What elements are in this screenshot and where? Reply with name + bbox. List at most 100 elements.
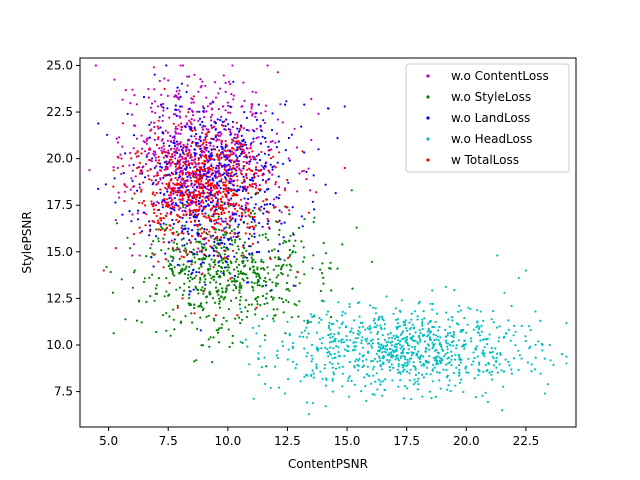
data-point	[246, 226, 249, 229]
data-point	[237, 143, 240, 146]
data-point	[125, 185, 128, 188]
data-point	[227, 169, 230, 172]
data-point	[472, 360, 475, 363]
data-point	[340, 323, 343, 326]
data-point	[264, 137, 267, 140]
data-point	[380, 351, 384, 354]
data-point	[224, 146, 227, 149]
data-point	[520, 324, 523, 327]
data-point	[180, 128, 183, 131]
data-point	[240, 318, 244, 321]
data-point	[303, 103, 306, 106]
data-point	[422, 364, 426, 367]
data-point	[272, 317, 275, 320]
data-point	[401, 338, 404, 341]
data-point	[165, 202, 168, 205]
data-point	[406, 361, 409, 364]
data-point	[227, 111, 230, 114]
data-point	[199, 276, 202, 280]
data-point	[203, 165, 206, 168]
data-point	[184, 203, 187, 206]
data-point	[193, 148, 196, 151]
data-point	[208, 175, 211, 178]
data-point	[253, 282, 256, 285]
data-point	[251, 215, 254, 219]
data-point	[162, 142, 165, 145]
data-point	[138, 201, 141, 204]
data-point	[233, 228, 236, 231]
data-point	[163, 193, 166, 196]
data-point	[112, 332, 115, 335]
data-point	[231, 211, 234, 214]
data-point	[154, 204, 157, 207]
data-point	[395, 348, 398, 351]
data-point	[205, 133, 208, 136]
data-point	[248, 151, 251, 154]
data-point	[501, 409, 504, 412]
data-point	[280, 211, 283, 214]
data-point	[189, 241, 192, 244]
data-point	[209, 201, 212, 204]
data-point	[163, 168, 166, 171]
data-point	[451, 319, 454, 322]
data-point	[392, 312, 395, 315]
data-point	[215, 164, 218, 167]
data-point	[257, 153, 260, 156]
data-point	[241, 341, 244, 344]
data-point	[181, 157, 184, 160]
data-point	[147, 148, 151, 151]
data-point	[209, 245, 212, 248]
data-point	[197, 199, 200, 203]
data-point	[273, 206, 276, 209]
data-point	[182, 263, 185, 266]
data-point	[151, 205, 154, 208]
data-point	[213, 210, 216, 213]
data-point	[206, 175, 209, 178]
data-point	[379, 380, 382, 383]
data-point	[218, 228, 221, 231]
data-point	[242, 220, 245, 224]
data-point	[114, 219, 117, 222]
data-point	[248, 232, 251, 236]
data-point	[373, 326, 376, 329]
data-point	[459, 330, 462, 333]
data-point	[183, 224, 186, 227]
data-point	[180, 238, 183, 241]
data-point	[204, 283, 207, 286]
data-point	[326, 107, 330, 110]
data-point	[341, 385, 344, 388]
data-point	[188, 119, 191, 122]
data-point	[388, 359, 391, 362]
data-point	[184, 156, 187, 159]
data-point	[369, 331, 372, 334]
data-point	[190, 101, 193, 104]
data-point	[151, 273, 154, 276]
data-point	[232, 161, 235, 164]
data-point	[146, 169, 149, 172]
data-point	[220, 323, 224, 326]
data-point	[148, 178, 151, 181]
data-point	[170, 140, 173, 143]
data-point	[219, 187, 222, 190]
data-point	[185, 213, 188, 216]
data-point	[233, 255, 236, 258]
data-point	[194, 170, 197, 173]
data-point	[177, 92, 180, 95]
data-point	[286, 206, 289, 209]
data-point	[162, 109, 165, 112]
data-point	[174, 157, 177, 160]
data-point	[264, 334, 267, 337]
data-point	[189, 212, 192, 215]
data-point	[168, 194, 171, 197]
data-point	[155, 228, 158, 231]
data-point	[159, 177, 162, 180]
data-point	[239, 295, 242, 298]
data-point	[242, 167, 245, 170]
data-point	[337, 362, 340, 365]
data-point	[274, 282, 277, 285]
data-point	[202, 344, 205, 347]
data-point	[210, 215, 213, 218]
data-point	[265, 365, 268, 368]
data-point	[356, 336, 359, 340]
data-point	[216, 291, 219, 294]
